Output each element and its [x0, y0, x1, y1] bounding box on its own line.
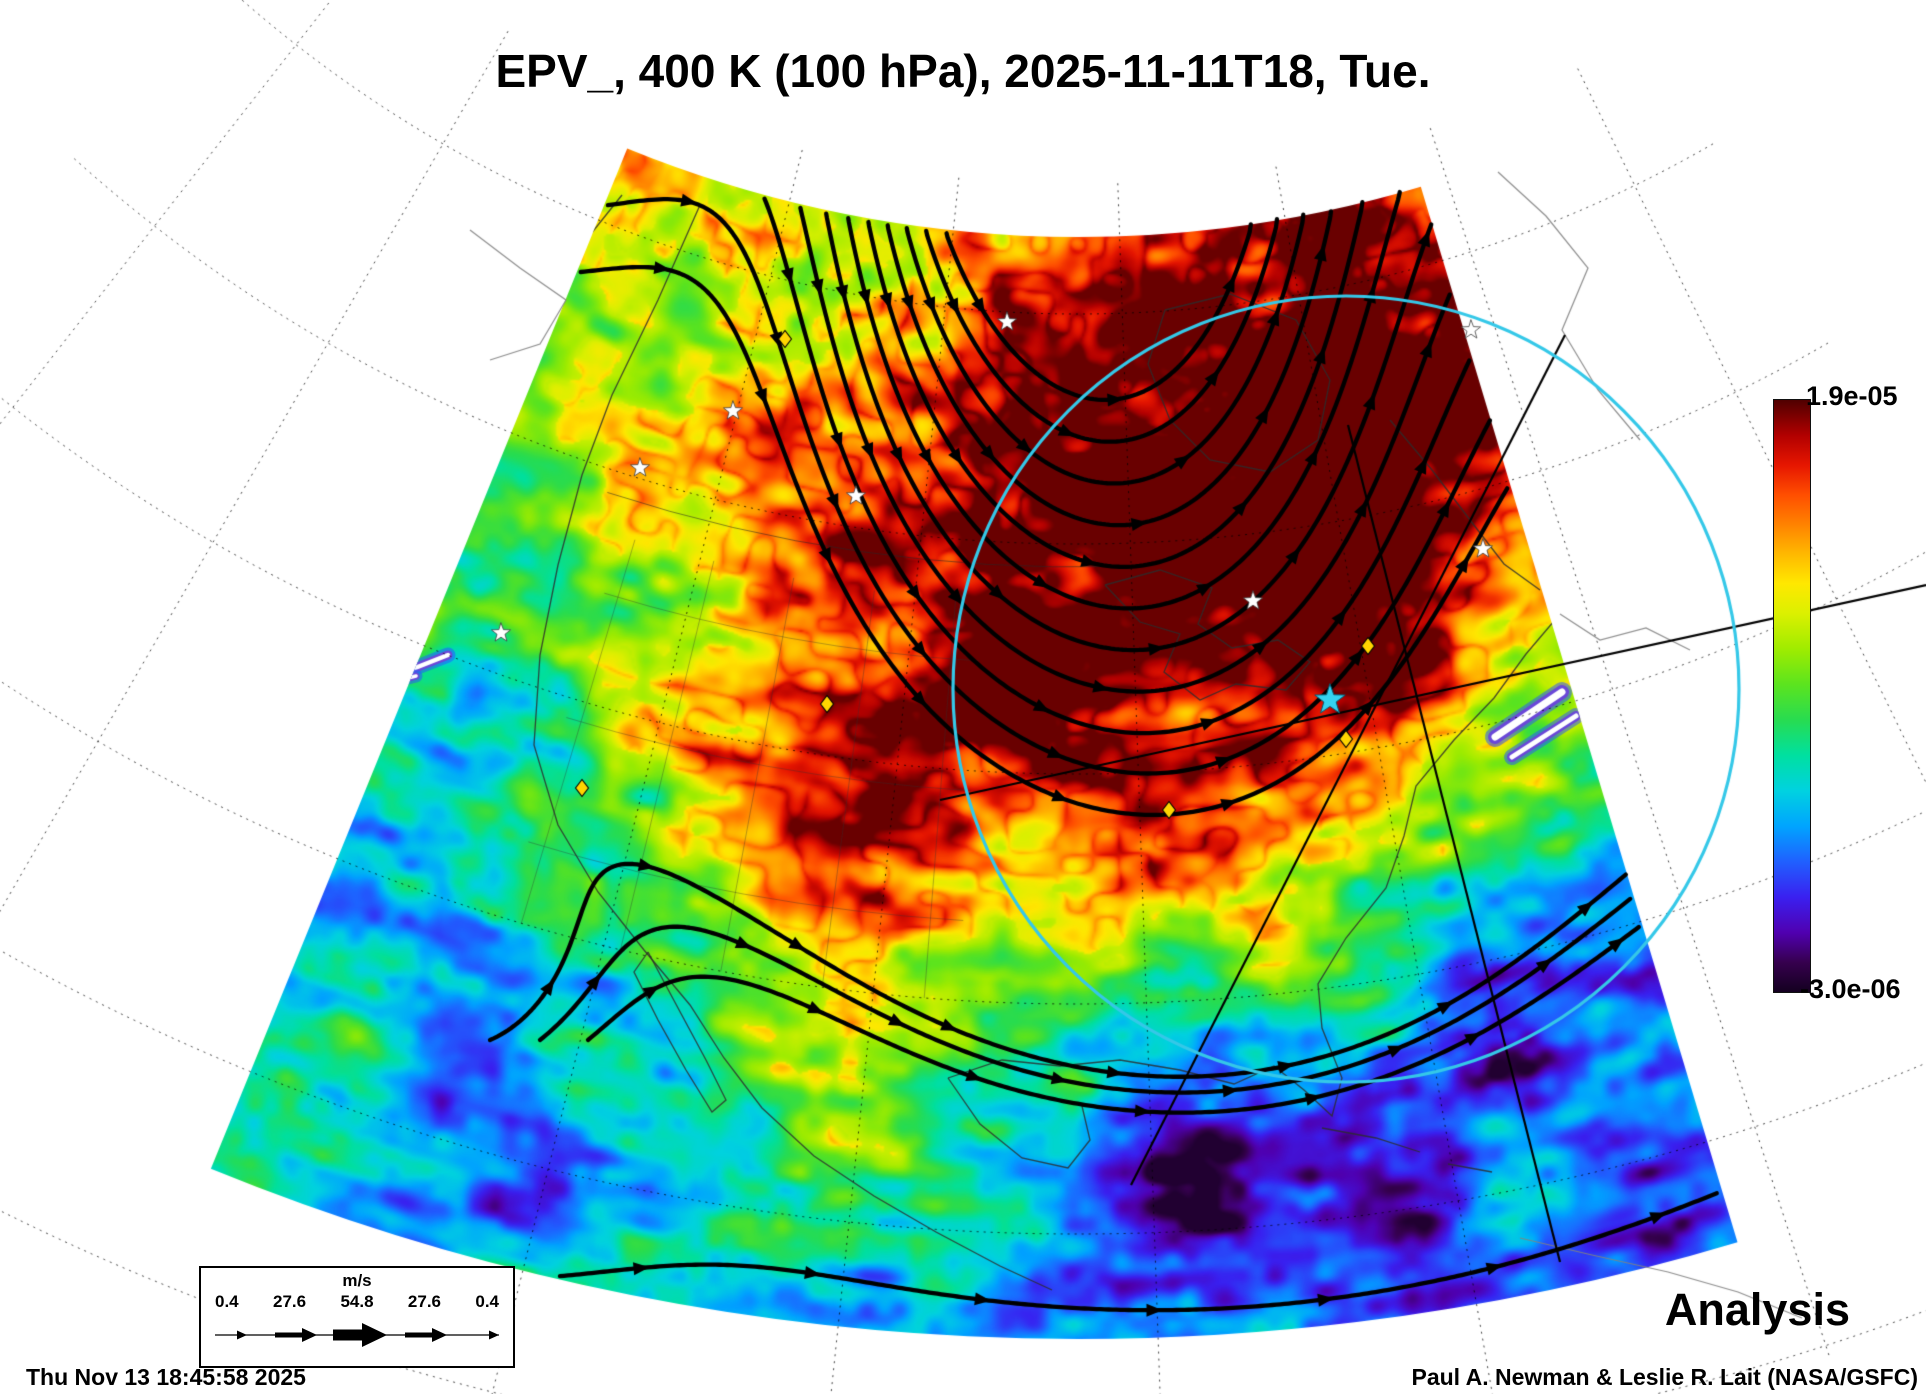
wind-legend-value: 54.8 [340, 1292, 374, 1311]
plot-title: EPV_, 400 K (100 hPa), 2025-11-11T18, Tu… [495, 45, 1431, 97]
analysis-label: Analysis [1664, 1284, 1850, 1335]
footer-credit: Paul A. Newman & Leslie R. Lait (NASA/GS… [1411, 1364, 1918, 1390]
colorbar-max-label: 1.9e-05 [1806, 381, 1898, 411]
colorbar [1773, 399, 1811, 993]
wind-legend-values: 0.4 27.6 54.8 27.6 0.4 [201, 1292, 513, 1312]
wind-scale-arrows-icon [215, 1323, 499, 1347]
wind-speed-legend: m/s 0.4 27.6 54.8 27.6 0.4 [199, 1266, 515, 1368]
wind-legend-value: 27.6 [273, 1292, 307, 1311]
footer-timestamp: Thu Nov 13 18:45:58 2025 [26, 1364, 306, 1390]
wind-legend-value: 0.4 [475, 1292, 499, 1311]
wind-legend-units: m/s [342, 1271, 372, 1290]
colorbar-min-label: -3.0e-06 [1800, 974, 1901, 1004]
wind-legend-value: 0.4 [215, 1292, 239, 1311]
wind-legend-value: 27.6 [407, 1292, 441, 1311]
